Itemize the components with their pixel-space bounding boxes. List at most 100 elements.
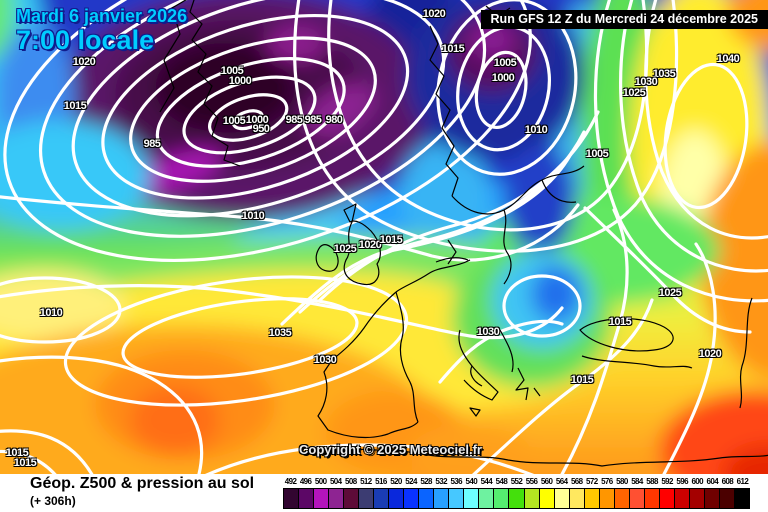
colorbar-swatch (689, 489, 705, 508)
colorbar-tick: 540 (465, 477, 478, 486)
pressure-label: 1005 (493, 57, 517, 69)
run-info-bar: Run GFS 12 Z du Mercredi 24 décembre 202… (480, 10, 768, 29)
colorbar-swatch (644, 489, 660, 508)
colorbar-tick: 572 (586, 477, 598, 486)
colorbar-swatch (449, 489, 465, 508)
forecast-offset: (+ 306h) (30, 494, 76, 508)
colorbar-tick: 544 (480, 477, 493, 486)
colorbar-tick: 536 (450, 477, 462, 486)
pressure-label: 1000 (491, 72, 515, 84)
colorbar-swatch (629, 489, 645, 508)
pressure-label: 1025 (622, 87, 646, 99)
colorbar-tick: 508 (345, 477, 357, 486)
colorbar-tick: 584 (631, 477, 643, 486)
colorbar-tick: 512 (360, 477, 372, 486)
colorbar-tick: 548 (495, 477, 508, 486)
colorbar-swatch (404, 489, 420, 508)
colorbar-swatch (479, 489, 495, 508)
colorbar-tick: 492 (284, 477, 297, 486)
colorbar-tick: 528 (420, 477, 432, 486)
colorbar-tick: 552 (510, 477, 523, 486)
coastlines (159, 0, 768, 467)
colorbar-swatch (329, 489, 345, 508)
colorbar-swatch (314, 489, 330, 508)
pressure-label: 1005 (220, 65, 244, 77)
colorbar-tick: 496 (299, 477, 312, 486)
pressure-label: 1000 (245, 114, 269, 126)
pressure-label: 1025 (658, 287, 682, 299)
colorbar-tick: 504 (329, 477, 342, 486)
pressure-label: 1015 (608, 316, 632, 328)
pressure-label: 985 (143, 138, 161, 150)
pressure-label: 1010 (524, 124, 548, 136)
pressure-label: 1035 (268, 327, 292, 339)
colorbar-tick: 500 (314, 477, 327, 486)
colorbar-swatch (674, 489, 690, 508)
colorbar-tick: 600 (691, 477, 703, 486)
colorbar-swatch (704, 489, 720, 508)
colorbar-swatch (284, 489, 300, 508)
colorbar-swatch (554, 489, 570, 508)
colorbar-swatch (614, 489, 630, 508)
colorbar-swatch (494, 489, 510, 508)
colorbar-values: 492 496 500 504 508 512 516 520 524 528 532 536 540 5… (283, 477, 750, 487)
colorbar-tick: 580 (616, 477, 628, 486)
pressure-label: 1020 (698, 348, 722, 360)
colorbar-swatch (584, 489, 600, 508)
colorbar-tick: 556 (525, 477, 538, 486)
pressure-label: 1015 (63, 100, 87, 112)
colorbar-swatch (569, 489, 585, 508)
colorbar-tick: 612 (736, 477, 749, 486)
colorbar-swatch (524, 489, 540, 508)
colorbar-swatch (419, 489, 435, 508)
pressure-label: 1020 (72, 56, 96, 68)
colorbar-tick: 568 (570, 477, 583, 486)
colorbar-swatch (509, 489, 525, 508)
colorbar-tick: 560 (540, 477, 553, 486)
colorbar-tick: 592 (661, 477, 673, 486)
colorbar-tick: 608 (721, 477, 734, 486)
colorbar-swatch (734, 489, 749, 508)
pressure-label: 980 (325, 114, 343, 126)
colorbar-tick: 576 (601, 477, 613, 486)
colorbar-tick: 604 (706, 477, 719, 486)
pressure-label: 985 (304, 114, 322, 126)
pressure-label: 1015 (5, 447, 29, 459)
colorbar-swatch (299, 489, 315, 508)
map-image (0, 0, 768, 474)
colorbar-tick: 524 (405, 477, 417, 486)
colorbar-swatch (344, 489, 360, 508)
pressure-label: 1005 (222, 115, 246, 127)
pressure-label: 1030 (634, 76, 658, 88)
pressure-label: 1015 (13, 457, 37, 469)
colorbar-tick: 588 (646, 477, 658, 486)
colorbar-swatch (719, 489, 735, 508)
pressure-label: 1015 (570, 374, 594, 386)
pressure-label: 1015 (441, 43, 465, 55)
colorbar-swatch (599, 489, 615, 508)
pressure-label: 985 (285, 114, 303, 126)
isobar-contours (0, 0, 768, 474)
colorbar-swatch (374, 489, 390, 508)
pressure-label: 1025 (333, 243, 357, 255)
pressure-label: 1040 (716, 53, 740, 65)
pressure-label: 1015 (379, 234, 403, 246)
pressure-label: 1000 (228, 75, 252, 87)
colorbar-swatch (359, 489, 375, 508)
colorbar-tick: 596 (676, 477, 688, 486)
pressure-label: 1030 (313, 354, 337, 366)
colorbar-swatch (434, 489, 450, 508)
pressure-label: 1010 (39, 307, 63, 319)
colorbar-swatch (464, 489, 480, 508)
colorbar-swatches (283, 488, 750, 509)
colorbar-tick: 516 (375, 477, 387, 486)
pressure-label: 1035 (652, 68, 676, 80)
pressure-label: 1020 (422, 8, 446, 20)
pressure-label: 1010 (241, 210, 265, 222)
colorbar-tick: 564 (555, 477, 568, 486)
colorbar-tick: 520 (390, 477, 402, 486)
colorbar-swatch (389, 489, 405, 508)
copyright-notice: Copyright © 2025 Meteociel.fr (299, 442, 482, 457)
map-title: Géop. Z500 & pression au sol (30, 475, 255, 492)
